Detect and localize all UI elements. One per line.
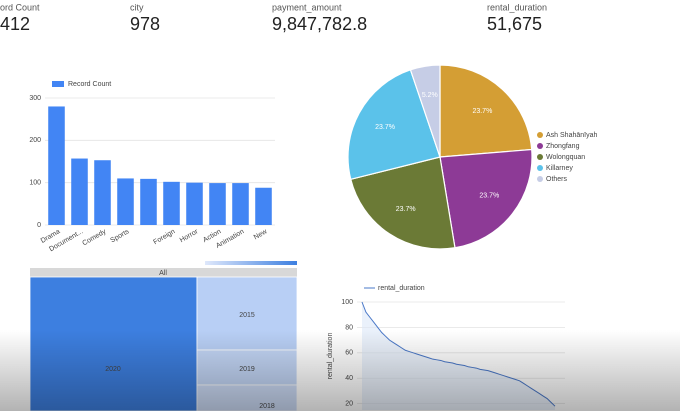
treemap-label: 2015 (239, 312, 255, 319)
pie-slice (409, 64, 441, 158)
y-tick-label: 300 (29, 95, 41, 102)
slice-label: 23.7% (472, 108, 492, 115)
slice-label: 5.2% (422, 92, 438, 99)
scorecard-value: 9,847,782.8 (272, 14, 367, 34)
legend-label: Ash Shahānīyah (546, 132, 597, 139)
scorecard-label: ord Count (0, 2, 40, 12)
treemap-header-bg (30, 268, 297, 277)
slice-label: 23.7% (396, 206, 416, 213)
bar (71, 158, 88, 225)
bar (209, 183, 226, 225)
pie-slice (439, 64, 533, 158)
scorecard-label: city (130, 2, 144, 12)
bar (94, 160, 111, 225)
legend-swatch (537, 154, 543, 160)
bar (48, 106, 65, 225)
legend-label: rental_duration (378, 285, 425, 292)
y-tick-label: 0 (37, 222, 41, 229)
pie-slice (347, 69, 441, 181)
pie-slice (350, 156, 456, 250)
legend-swatch (537, 165, 543, 171)
legend-label: Wolongquan (546, 154, 585, 161)
bar (186, 182, 203, 225)
scorecard-label: rental_duration (487, 2, 547, 12)
y-tick-label: 200 (29, 137, 41, 144)
slice-label: 23.7% (375, 124, 395, 131)
legend-swatch (52, 81, 64, 87)
legend-swatch (537, 143, 543, 149)
y-tick-label: 100 (341, 299, 353, 306)
bar (232, 183, 249, 225)
bar (117, 178, 134, 225)
bar (163, 181, 180, 225)
scorecard-value: 51,675 (487, 14, 542, 34)
legend-label: Killarney (546, 165, 573, 172)
y-tick-label: 100 (29, 180, 41, 187)
video-shade (0, 330, 680, 411)
bar (140, 178, 157, 225)
scorecard-value: 978 (130, 14, 160, 34)
legend-label: Record Count (68, 81, 111, 88)
color-scale (205, 261, 297, 265)
legend-label: Zhongfang (546, 143, 580, 150)
legend-swatch (537, 132, 543, 138)
legend-swatch (537, 176, 543, 182)
slice-label: 23.7% (479, 192, 499, 199)
treemap-header: All (159, 270, 167, 277)
scorecard-label: payment_amount (272, 2, 342, 12)
scorecard-value: 412 (0, 14, 30, 34)
bar (255, 187, 272, 225)
legend-label: Others (546, 176, 568, 183)
y-tick-label: 80 (345, 324, 353, 331)
pie-slice (439, 148, 533, 249)
